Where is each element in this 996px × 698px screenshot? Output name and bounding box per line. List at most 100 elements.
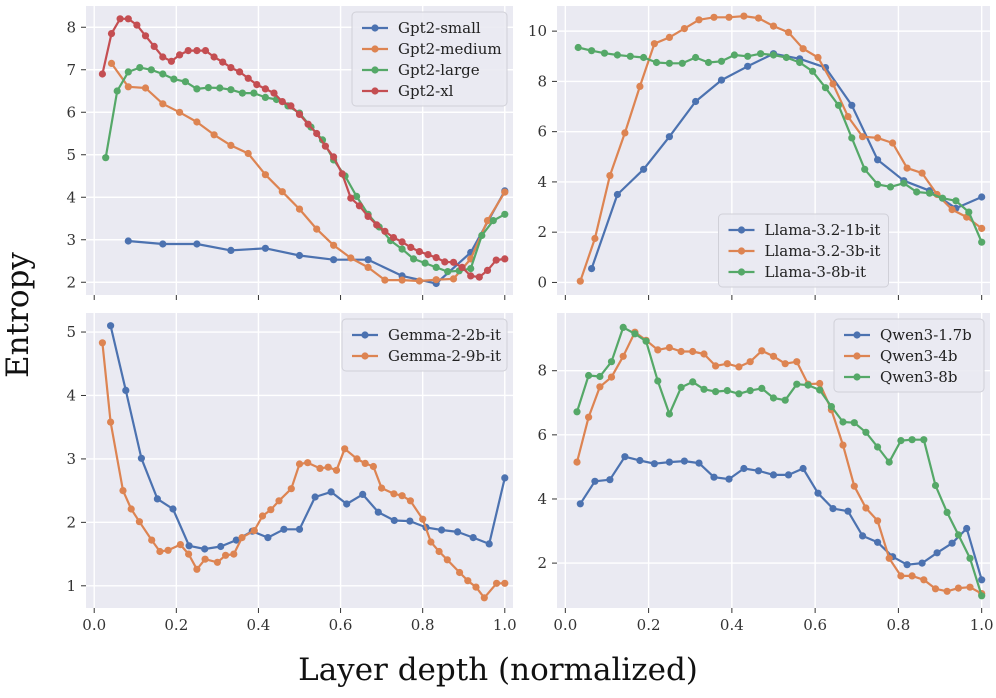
legend-item: Gemma-2-9b-it bbox=[352, 347, 501, 365]
legend-swatch-marker bbox=[853, 352, 861, 360]
data-point bbox=[677, 347, 685, 356]
data-point bbox=[313, 225, 321, 233]
data-point bbox=[650, 460, 659, 468]
data-point bbox=[295, 525, 304, 533]
data-point bbox=[261, 93, 269, 101]
data-point bbox=[573, 408, 581, 416]
data-point bbox=[373, 221, 381, 229]
data-point bbox=[343, 500, 351, 508]
x-tick-label: 0.2 bbox=[637, 616, 661, 634]
data-point bbox=[829, 80, 837, 88]
data-point bbox=[170, 75, 178, 83]
data-point bbox=[116, 15, 124, 23]
data-point bbox=[193, 118, 201, 126]
data-point bbox=[278, 188, 286, 196]
data-point bbox=[784, 28, 793, 36]
data-point bbox=[712, 388, 720, 396]
data-point bbox=[689, 378, 697, 386]
data-point bbox=[213, 558, 221, 566]
data-point bbox=[304, 120, 312, 128]
data-point bbox=[827, 403, 836, 411]
data-point bbox=[769, 22, 778, 30]
data-point bbox=[421, 259, 429, 267]
data-point bbox=[613, 190, 622, 199]
data-point bbox=[874, 443, 882, 451]
data-point bbox=[181, 78, 189, 86]
data-point bbox=[102, 154, 110, 162]
data-point bbox=[238, 89, 246, 97]
data-point bbox=[483, 217, 492, 225]
data-point bbox=[574, 43, 582, 52]
legend-swatch-marker bbox=[371, 45, 379, 53]
data-point bbox=[636, 456, 644, 465]
data-point bbox=[665, 458, 674, 466]
data-point bbox=[127, 505, 135, 513]
data-point bbox=[278, 98, 286, 106]
data-point bbox=[769, 352, 778, 360]
y-tick-label: 2 bbox=[537, 223, 547, 241]
data-point bbox=[136, 64, 144, 72]
data-point bbox=[475, 273, 483, 281]
data-point bbox=[588, 265, 596, 273]
data-point bbox=[327, 488, 335, 496]
data-point bbox=[913, 188, 921, 196]
data-point bbox=[908, 572, 916, 580]
y-tick-label: 6 bbox=[537, 426, 547, 444]
legend-label: Llama-3-8b-it bbox=[765, 263, 867, 281]
data-point bbox=[410, 255, 418, 263]
data-point bbox=[267, 506, 275, 514]
data-point bbox=[903, 561, 911, 569]
data-point bbox=[261, 85, 269, 93]
y-tick-label: 6 bbox=[66, 103, 76, 121]
data-point bbox=[501, 474, 509, 482]
legend-item: Llama-3.2-3b-it bbox=[728, 242, 880, 260]
data-point bbox=[665, 344, 674, 352]
data-point bbox=[124, 68, 132, 76]
data-point bbox=[652, 58, 661, 67]
x-tick-label: 0.2 bbox=[164, 616, 188, 634]
data-point bbox=[839, 418, 847, 426]
data-point bbox=[619, 323, 627, 331]
legend-box bbox=[718, 213, 889, 288]
y-tick-label: 4 bbox=[537, 173, 547, 191]
series-qwen3-1-7b bbox=[576, 453, 986, 584]
data-point bbox=[588, 47, 596, 55]
y-tick-label: 7 bbox=[66, 61, 76, 79]
data-point bbox=[844, 113, 852, 121]
data-point bbox=[227, 246, 235, 254]
data-point bbox=[492, 256, 500, 264]
data-point bbox=[844, 507, 852, 515]
data-point bbox=[501, 579, 509, 587]
legend-label: Gemma-2-9b-it bbox=[388, 347, 501, 365]
data-point bbox=[270, 89, 278, 97]
data-point bbox=[769, 394, 778, 402]
data-point bbox=[754, 467, 763, 475]
data-point bbox=[712, 362, 720, 370]
data-point bbox=[361, 459, 369, 467]
data-point bbox=[943, 508, 951, 516]
data-point bbox=[920, 436, 928, 444]
data-point bbox=[782, 53, 791, 62]
data-point bbox=[216, 84, 224, 92]
data-point bbox=[347, 194, 355, 202]
data-point bbox=[441, 258, 449, 266]
data-point bbox=[201, 545, 209, 553]
data-point bbox=[135, 518, 143, 526]
data-point bbox=[650, 40, 659, 48]
legend-label: Qwen3-1.7b bbox=[880, 326, 972, 344]
data-point bbox=[113, 87, 121, 95]
data-point bbox=[723, 387, 731, 395]
data-point bbox=[769, 471, 778, 479]
series-qwen3-8b bbox=[573, 323, 986, 600]
x-tick-label: 0.4 bbox=[720, 616, 744, 634]
data-point bbox=[897, 572, 905, 580]
data-point bbox=[184, 47, 192, 55]
legend-swatch-marker bbox=[371, 24, 379, 32]
data-point bbox=[330, 256, 338, 264]
data-point bbox=[230, 550, 238, 558]
data-point bbox=[219, 58, 227, 66]
data-point bbox=[341, 445, 349, 453]
legend: Llama-3.2-1b-it Llama-3.2-3b-it Llama-3-8b… bbox=[718, 213, 889, 288]
data-point bbox=[167, 57, 175, 65]
data-point bbox=[978, 224, 986, 232]
